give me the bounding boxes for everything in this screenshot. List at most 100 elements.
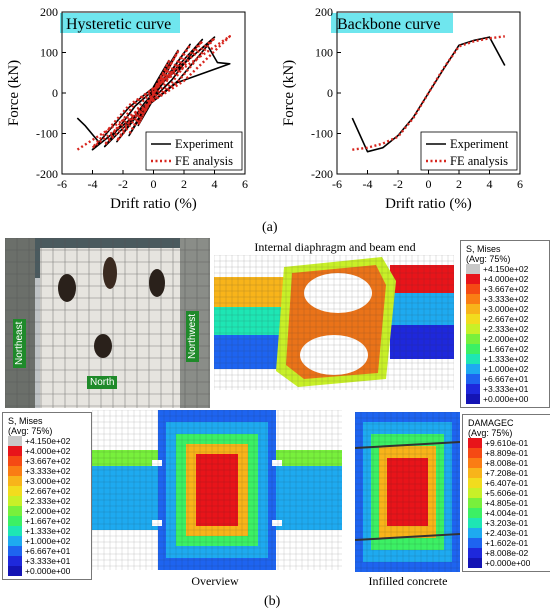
legend-color-swatch bbox=[468, 468, 482, 478]
legend-color-swatch bbox=[8, 566, 22, 576]
legend-value: +6.667e+01 bbox=[483, 374, 529, 384]
legend-row: +8.008e-01 bbox=[468, 458, 546, 468]
legend-color-swatch bbox=[466, 384, 480, 394]
photo-tag-northeast: Northeast bbox=[13, 318, 26, 368]
legend-value: +3.667e+02 bbox=[25, 456, 71, 466]
legend-row: +7.208e-01 bbox=[468, 468, 546, 478]
legend-label: FE analysis bbox=[175, 154, 233, 168]
legend-color-swatch bbox=[466, 274, 480, 284]
legend-value: +2.000e+02 bbox=[483, 334, 529, 344]
infilled-caption: Infilled concrete bbox=[368, 574, 448, 588]
legend-row: +3.333e+01 bbox=[466, 384, 544, 394]
legend-color-swatch bbox=[468, 458, 482, 468]
y-tick-label: -100 bbox=[36, 127, 58, 141]
legend-value: +8.809e-01 bbox=[485, 448, 529, 458]
legend-row: +9.610e-01 bbox=[468, 438, 546, 448]
diaphragm-title: Internal diaphragm and beam end bbox=[254, 240, 416, 254]
y-axis-label: Force (kN) bbox=[281, 60, 297, 126]
burn-mark bbox=[94, 334, 112, 358]
legend-color-swatch bbox=[466, 324, 480, 334]
title-highlight bbox=[60, 13, 180, 33]
title-highlight bbox=[331, 13, 453, 33]
y-tick-label: -200 bbox=[311, 167, 333, 181]
legend-row: +3.000e+02 bbox=[8, 476, 86, 486]
legend-value: +1.333e+02 bbox=[25, 526, 71, 536]
burn-mark bbox=[103, 257, 117, 289]
chart-title: Backbone curve bbox=[337, 16, 441, 33]
diaphragm-hole bbox=[300, 335, 368, 375]
legend-value: +1.602e-01 bbox=[485, 538, 529, 548]
y-tick-label: 0 bbox=[327, 86, 333, 100]
legend-color-swatch bbox=[468, 528, 482, 538]
legend-value: +8.008e-02 bbox=[485, 548, 529, 558]
legend-color-swatch bbox=[466, 264, 480, 274]
legend-row: +2.667e+02 bbox=[466, 314, 544, 324]
x-tick-label: 4 bbox=[487, 177, 493, 191]
legend-color-swatch bbox=[8, 486, 22, 496]
legend-color-swatch bbox=[468, 538, 482, 548]
legend-title: DAMAGEC bbox=[468, 418, 514, 428]
legend-value: +2.333e+02 bbox=[483, 324, 529, 334]
hysteretic-chart: Hysteretic curve -6 -4 -2 0 2 4 6 -200 -100 0 100 2… bbox=[6, 5, 248, 212]
legend-color-swatch bbox=[8, 556, 22, 566]
legend-row: +4.805e-01 bbox=[468, 498, 546, 508]
legend-value: +6.407e-01 bbox=[485, 478, 529, 488]
legend-value: +2.667e+02 bbox=[25, 486, 71, 496]
infilled-contour bbox=[355, 412, 460, 572]
legend-row: +6.667e+01 bbox=[466, 374, 544, 384]
legend-subtitle: (Avg: 75%) bbox=[466, 254, 511, 264]
legend-color-swatch bbox=[8, 526, 22, 536]
legend-title: S, Mises bbox=[466, 244, 501, 254]
diaphragm-contour bbox=[214, 255, 454, 390]
y-tick-label: 200 bbox=[315, 5, 333, 19]
burn-mark bbox=[58, 274, 76, 302]
legend-row: +2.000e+02 bbox=[466, 334, 544, 344]
legend-color-swatch bbox=[466, 364, 480, 374]
damage-legend: DAMAGEC (Avg: 75%) +9.610e-01 +8.809e-01 +… bbox=[462, 414, 550, 572]
legend-value: +4.004e-01 bbox=[485, 508, 529, 518]
legend-color-swatch bbox=[8, 546, 22, 556]
legend-value: +1.000e+02 bbox=[25, 536, 71, 546]
legend-color-swatch bbox=[8, 466, 22, 476]
x-tick-label: 4 bbox=[212, 177, 218, 191]
y-tick-label: -200 bbox=[36, 167, 58, 181]
legend-value: +3.000e+02 bbox=[483, 304, 529, 314]
x-tick-label: -4 bbox=[363, 177, 373, 191]
legend-color-swatch bbox=[466, 284, 480, 294]
legend-value: +0.000e+00 bbox=[483, 394, 529, 404]
panel-label-b: (b) bbox=[264, 594, 281, 609]
legend-color-swatch bbox=[468, 508, 482, 518]
legend-row: +6.407e-01 bbox=[468, 478, 546, 488]
legend-color-swatch bbox=[466, 314, 480, 324]
legend-color-swatch bbox=[468, 448, 482, 458]
legend-value: +1.333e+02 bbox=[483, 354, 529, 364]
x-tick-label: -2 bbox=[393, 177, 403, 191]
legend-color-swatch bbox=[468, 558, 482, 568]
legend-value: +9.610e-01 bbox=[485, 438, 529, 448]
diaphragm-hole bbox=[304, 273, 372, 313]
y-tick-label: 0 bbox=[52, 86, 58, 100]
legend-value: +0.000e+00 bbox=[485, 558, 531, 568]
legend-value: +2.667e+02 bbox=[483, 314, 529, 324]
legend-value: +1.667e+02 bbox=[25, 516, 71, 526]
legend-row: +0.000e+00 bbox=[466, 394, 544, 404]
legend-color-swatch bbox=[466, 304, 480, 314]
legend-value: +7.208e-01 bbox=[485, 468, 529, 478]
legend-value: +3.203e-01 bbox=[485, 518, 529, 528]
legend-value: +3.333e+01 bbox=[483, 384, 529, 394]
legend-label: Experiment bbox=[175, 137, 234, 151]
legend-row: +2.333e+02 bbox=[466, 324, 544, 334]
x-tick-label: 0 bbox=[426, 177, 432, 191]
overview-caption: Overview bbox=[191, 574, 239, 588]
legend-color-swatch bbox=[8, 516, 22, 526]
legend-row: +2.403e-01 bbox=[468, 528, 546, 538]
y-tick-label: 100 bbox=[315, 46, 333, 60]
legend-title: S, Mises bbox=[8, 416, 43, 426]
legend-value: +2.403e-01 bbox=[485, 528, 529, 538]
legend-color-swatch bbox=[8, 446, 22, 456]
legend-color-swatch bbox=[466, 394, 480, 404]
legend-row: +3.333e+02 bbox=[466, 294, 544, 304]
legend-value: +1.000e+02 bbox=[483, 364, 529, 374]
legend-row: +1.000e+02 bbox=[8, 536, 86, 546]
y-tick-label: 100 bbox=[40, 46, 58, 60]
